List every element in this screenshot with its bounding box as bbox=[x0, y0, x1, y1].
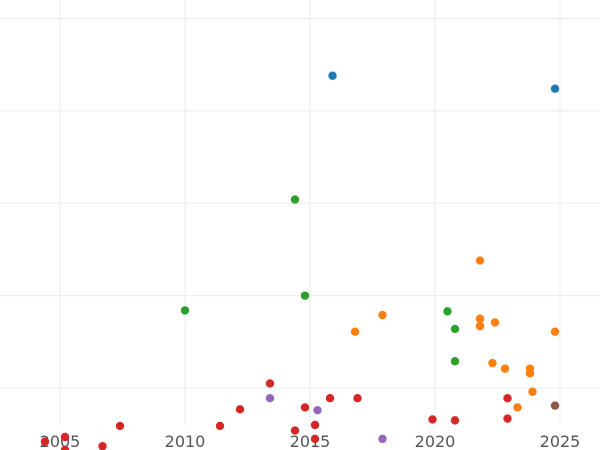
x-tick-label: 2010 bbox=[165, 432, 206, 450]
x-tick-label: 2020 bbox=[415, 432, 456, 450]
data-point bbox=[115, 421, 125, 431]
data-point bbox=[313, 406, 322, 415]
data-point bbox=[503, 394, 512, 403]
data-point bbox=[500, 364, 510, 373]
data-point bbox=[350, 327, 360, 336]
data-point bbox=[450, 357, 460, 366]
data-point bbox=[60, 432, 70, 442]
data-point bbox=[475, 256, 485, 265]
data-point bbox=[40, 437, 50, 446]
data-point bbox=[265, 379, 275, 388]
data-point bbox=[550, 401, 560, 410]
data-point bbox=[450, 324, 460, 334]
data-point bbox=[325, 394, 335, 403]
data-point bbox=[488, 358, 497, 368]
data-point bbox=[60, 445, 70, 450]
data-point bbox=[450, 416, 460, 425]
data-point bbox=[300, 291, 310, 300]
data-point bbox=[490, 318, 500, 327]
data-point bbox=[180, 306, 190, 315]
data-point bbox=[550, 84, 560, 93]
data-point bbox=[428, 415, 437, 424]
data-point bbox=[528, 387, 537, 396]
data-point bbox=[235, 405, 245, 414]
data-point bbox=[503, 414, 512, 423]
data-point bbox=[310, 434, 320, 444]
data-point bbox=[98, 442, 107, 450]
data-point bbox=[475, 321, 485, 331]
x-tick-label: 2005 bbox=[40, 432, 81, 450]
x-axis-ticks: 2005 2010 2015 2020 2025 bbox=[40, 432, 581, 450]
data-point bbox=[378, 434, 387, 444]
data-point bbox=[513, 403, 522, 412]
data-point bbox=[265, 394, 275, 403]
data-point bbox=[290, 195, 300, 204]
data-point bbox=[475, 314, 485, 323]
data-point bbox=[378, 310, 387, 320]
x-tick-label: 2025 bbox=[540, 432, 581, 450]
data-point bbox=[550, 327, 560, 336]
data-points bbox=[40, 71, 560, 450]
data-point bbox=[328, 71, 337, 80]
data-point bbox=[525, 369, 535, 378]
data-point bbox=[300, 403, 310, 412]
x-tick-label: 2015 bbox=[290, 432, 331, 450]
data-point bbox=[215, 421, 225, 431]
data-point bbox=[310, 420, 320, 430]
data-point bbox=[443, 307, 452, 316]
data-point bbox=[353, 394, 362, 403]
grid-lines bbox=[0, 0, 600, 425]
data-point bbox=[290, 426, 300, 435]
